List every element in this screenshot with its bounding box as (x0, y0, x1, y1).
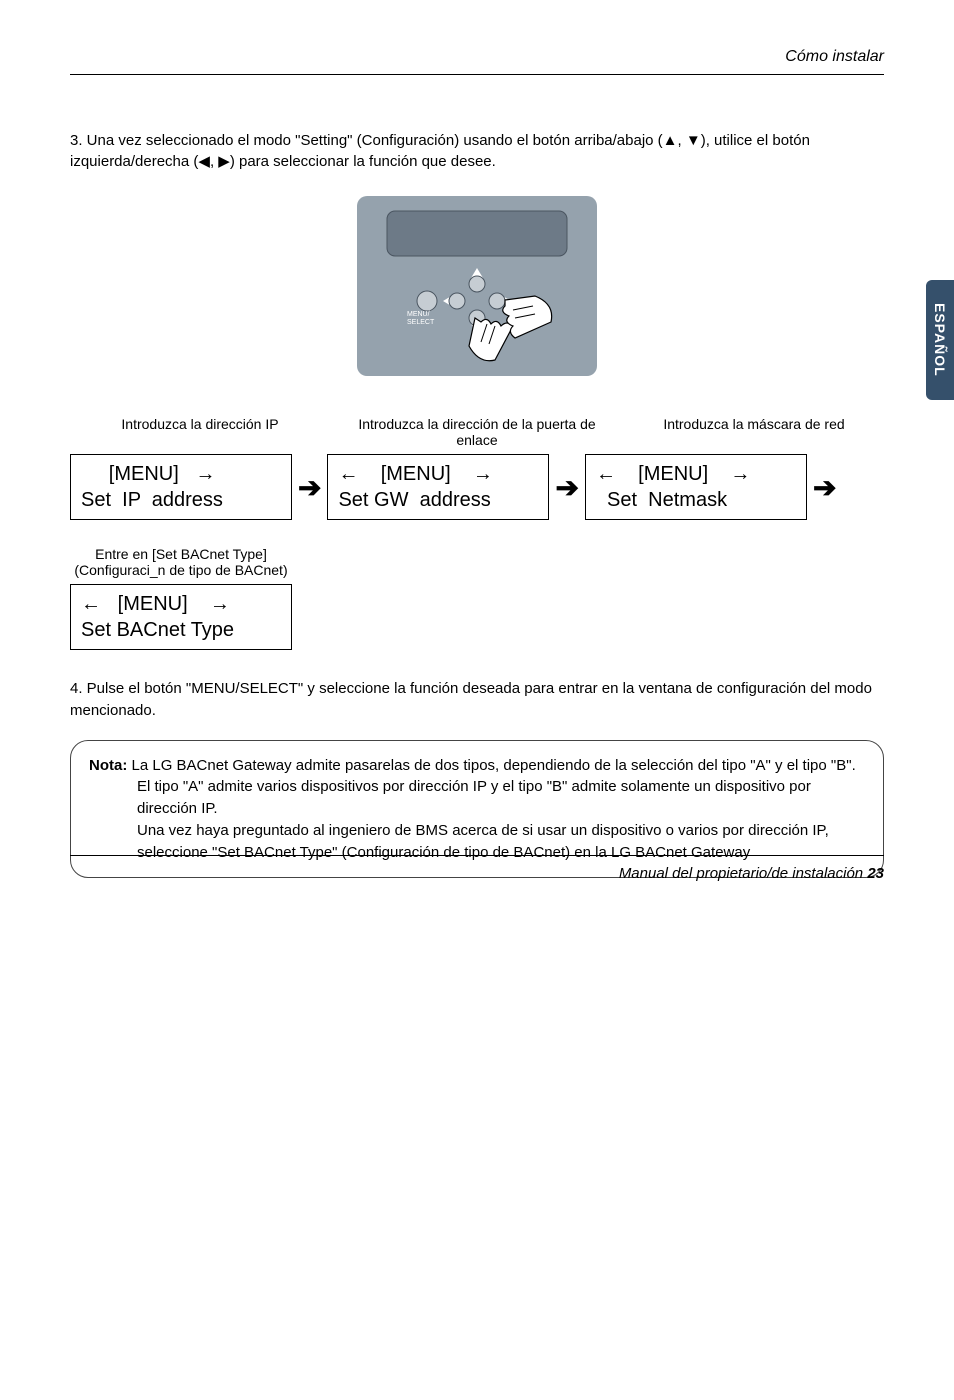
menu-nm-l2: Set Netmask (596, 487, 796, 513)
footer: Manual del propietario/de instalación 23 (619, 865, 884, 882)
menu-nm-l1: ← [MENU] → (596, 461, 796, 487)
menu-gw-l1: ← [MENU] → (338, 461, 538, 487)
flow-row: [MENU] → Set IP address ➔ ← [MENU] → Set… (70, 454, 884, 520)
menu-gw-l2: Set GW address (338, 487, 538, 513)
footer-rule (70, 855, 884, 856)
flow-arrow-icon: ➔ (555, 471, 578, 504)
select-label: SELECT (407, 319, 435, 326)
menu-bacnet-l2: Set BACnet Type (81, 617, 281, 643)
flow-row-2: ← [MENU] → Set BACnet Type (70, 584, 884, 650)
step-3-text: 3. Una vez seleccionado el modo "Setting… (70, 130, 884, 172)
menu-box-ip: [MENU] → Set IP address (70, 454, 292, 520)
note-box: Nota: La LG BACnet Gateway admite pasare… (70, 740, 884, 879)
label-gw: Introduzca la dirección de la puerta de … (347, 416, 607, 448)
menu-ip-l2: Set IP address (81, 487, 281, 513)
note-l1: La LG BACnet Gateway admite pasarelas de… (132, 757, 856, 774)
flow-arrow-icon: ➔ (298, 471, 321, 504)
page-number: 23 (867, 865, 884, 882)
flow-arrow-icon: ➔ (813, 471, 836, 504)
page-content: 3. Una vez seleccionado el modo "Setting… (70, 130, 884, 878)
menu-ip-l1: [MENU] → (81, 461, 281, 487)
note-lead: Nota: (89, 757, 132, 774)
label-nm: Introduzca la máscara de red (624, 416, 884, 448)
note-l2: El tipo "A" admite varios dispositivos p… (137, 776, 865, 820)
note-l3: Una vez haya preguntado al ingeniero de … (137, 820, 865, 864)
labels-row: Introduzca la dirección IP Introduzca la… (70, 416, 884, 448)
menu-box-nm: ← [MENU] → Set Netmask (585, 454, 807, 520)
menu-bacnet-l1: ← [MENU] → (81, 591, 281, 617)
language-tab: ESPAÑOL (926, 280, 954, 400)
menu-label: MENU/ (407, 311, 430, 318)
menu-box-bacnet: ← [MENU] → Set BACnet Type (70, 584, 292, 650)
device-illustration: MENU/ SELECT (70, 186, 884, 386)
menu-box-gw: ← [MENU] → Set GW address (327, 454, 549, 520)
header-rule (70, 74, 884, 75)
label-bacnet: Entre en [Set BACnet Type] (Configuraci_… (70, 546, 292, 578)
section-header: Cómo instalar (785, 48, 884, 66)
label-ip: Introduzca la dirección IP (70, 416, 330, 448)
footer-text: Manual del propietario/de instalación (619, 865, 868, 882)
step-4-text: 4. Pulse el botón "MENU/SELECT" y selecc… (70, 678, 884, 722)
